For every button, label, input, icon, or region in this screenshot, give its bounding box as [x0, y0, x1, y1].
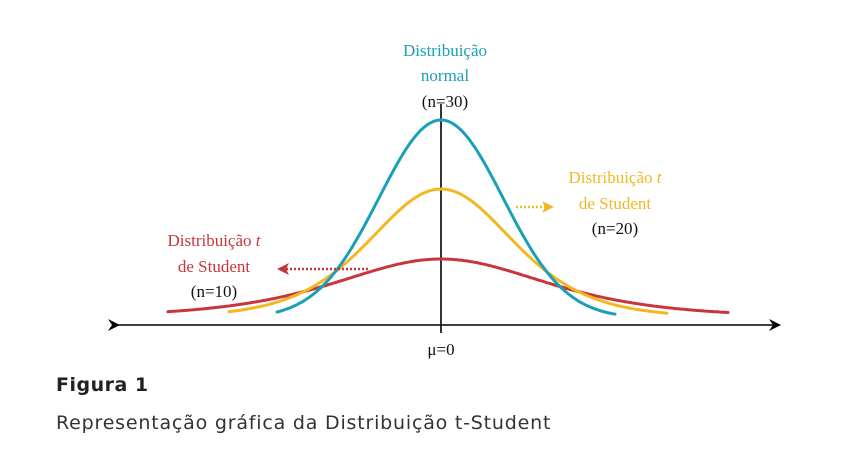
- student-n20-label-line2: de Student: [579, 194, 652, 213]
- student-n10-label-n: (n=10): [191, 282, 237, 301]
- student-n20-label-line1: Distribuição t: [568, 168, 662, 187]
- mean-label: μ=0: [427, 340, 454, 359]
- figure-caption-subtitle: Representação gráfica da Distribuição t-…: [56, 412, 552, 434]
- student-t-curve-n10: [166, 257, 730, 314]
- figure-caption-title: Figura 1: [56, 374, 149, 396]
- student-t-curve-n20: [227, 187, 669, 315]
- normal-label-line1: Distribuição: [403, 41, 487, 60]
- student-n20-label-n: (n=20): [592, 219, 638, 238]
- normal-curve: [275, 118, 617, 316]
- normal-label-n: (n=30): [422, 92, 468, 111]
- student-n10-label-line1: Distribuição t: [167, 231, 261, 250]
- student-n10-label-line2: de Student: [178, 257, 251, 276]
- normal-label-line2: normal: [421, 66, 469, 85]
